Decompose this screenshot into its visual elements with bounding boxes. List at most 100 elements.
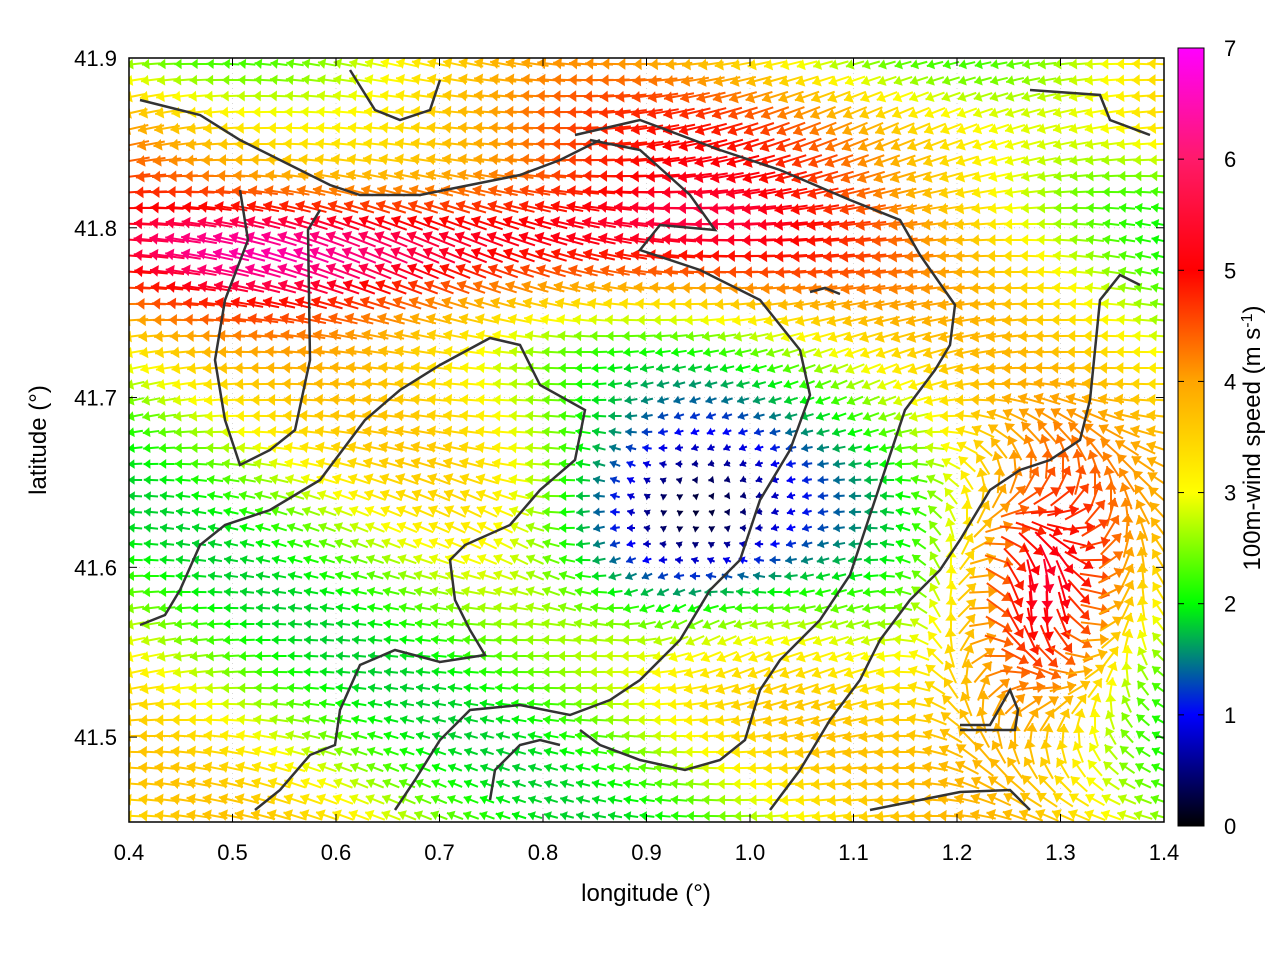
wind-arrow: [1037, 59, 1057, 70]
wind-arrow: [503, 200, 535, 213]
wind-arrow: [957, 91, 977, 102]
wind-arrow: [293, 231, 329, 247]
colorbar-tick-label: 6: [1224, 147, 1236, 172]
wind-arrow: [695, 107, 727, 120]
wind-arrow: [1151, 202, 1164, 213]
wind-arrow: [129, 254, 153, 259]
wind-arrow: [910, 59, 928, 70]
wind-arrow: [1004, 123, 1026, 135]
wind-arrow: [172, 90, 194, 102]
wind-arrow: [790, 187, 824, 200]
wind-arrow: [925, 91, 945, 102]
wind-arrow: [794, 90, 820, 104]
wind-arrow: [988, 139, 1010, 151]
wind-arrow: [135, 170, 167, 183]
wind-arrow: [333, 58, 353, 69]
wind-arrow: [406, 247, 440, 264]
wind-arrow: [181, 216, 217, 229]
wind-arrow: [972, 123, 994, 135]
wind-arrow: [180, 248, 218, 261]
wind-arrow: [264, 185, 294, 197]
wind-arrow: [438, 247, 472, 264]
wind-arrow: [1020, 139, 1042, 150]
wind-arrow: [454, 231, 488, 248]
wind-arrow: [1100, 122, 1122, 134]
wind-arrow: [855, 234, 887, 247]
wind-arrow: [502, 231, 536, 247]
wind-arrow: [1022, 59, 1040, 70]
wind-arrow: [599, 90, 631, 103]
wind-arrow: [149, 217, 185, 230]
wind-arrow: [727, 122, 759, 136]
wind-arrow: [1100, 90, 1122, 102]
wind-arrow: [907, 122, 931, 135]
wind-arrow: [971, 186, 995, 199]
wind-arrow: [780, 59, 802, 71]
wind-arrow: [1149, 154, 1164, 166]
wind-arrow: [630, 139, 664, 151]
wind-arrow: [693, 187, 729, 199]
wind-arrow: [760, 106, 790, 120]
wind-arrow: [762, 75, 788, 87]
wind-arrow: [598, 248, 632, 261]
wind-arrow: [711, 122, 743, 136]
wind-arrow: [1084, 74, 1106, 86]
wind-arrow: [615, 107, 647, 119]
wind-arrow: [812, 59, 834, 70]
wind-arrow: [796, 59, 818, 71]
wind-arrow: [728, 106, 758, 120]
wind-arrow: [825, 137, 853, 152]
x-tick-label: 0.9: [631, 840, 662, 865]
wind-arrow: [890, 154, 916, 168]
wind-arrow: [180, 232, 218, 245]
wind-arrow: [212, 232, 250, 246]
wind-arrow: [709, 202, 745, 215]
wind-arrow: [332, 90, 354, 102]
wind-arrow: [843, 90, 867, 103]
wind-arrow: [1021, 171, 1041, 182]
wind-arrow: [616, 74, 646, 87]
wind-arrow: [1101, 154, 1121, 166]
wind-arrow: [1053, 91, 1073, 102]
wind-arrow: [909, 75, 929, 86]
wind-arrow: [744, 106, 774, 120]
wind-arrow: [1116, 138, 1138, 150]
wind-arrow: [646, 139, 680, 152]
wind-arrow: [1150, 186, 1164, 197]
wind-arrow: [396, 58, 418, 69]
x-tick-label: 0.8: [528, 840, 559, 865]
wind-arrow: [741, 218, 777, 231]
wind-arrow: [806, 234, 840, 247]
wind-arrow: [566, 200, 600, 213]
wind-arrow: [726, 187, 760, 200]
wind-arrow: [254, 58, 272, 69]
wind-arrow: [774, 234, 808, 247]
wind-arrow: [342, 231, 376, 248]
wind-arrow: [1134, 202, 1152, 213]
wind-arrow: [1037, 91, 1057, 102]
wind-arrow: [550, 216, 584, 229]
wind-arrow: [742, 171, 776, 184]
wind-arrow: [1021, 91, 1041, 102]
wind-arrow: [743, 122, 775, 136]
wind-arrow: [1086, 234, 1104, 245]
wind-arrow: [793, 106, 821, 120]
wind-arrow: [1005, 91, 1025, 102]
wind-arrow: [488, 184, 518, 197]
wind-arrow: [502, 215, 536, 230]
wind-arrow: [871, 234, 903, 247]
wind-arrow: [133, 233, 169, 246]
wind-arrow: [822, 234, 856, 247]
wind-arrow: [757, 218, 793, 231]
wind-arrow: [566, 232, 600, 245]
wind-arrow: [988, 171, 1010, 183]
wind-arrow: [518, 216, 552, 230]
wind-arrow: [1004, 139, 1026, 151]
wind-arrow: [391, 200, 423, 214]
y-axis-label: latitude (°): [25, 385, 52, 495]
wind-arrow: [807, 187, 839, 200]
wind-arrow: [1036, 123, 1058, 134]
wind-arrow: [1084, 138, 1106, 150]
wind-arrow: [872, 219, 902, 231]
